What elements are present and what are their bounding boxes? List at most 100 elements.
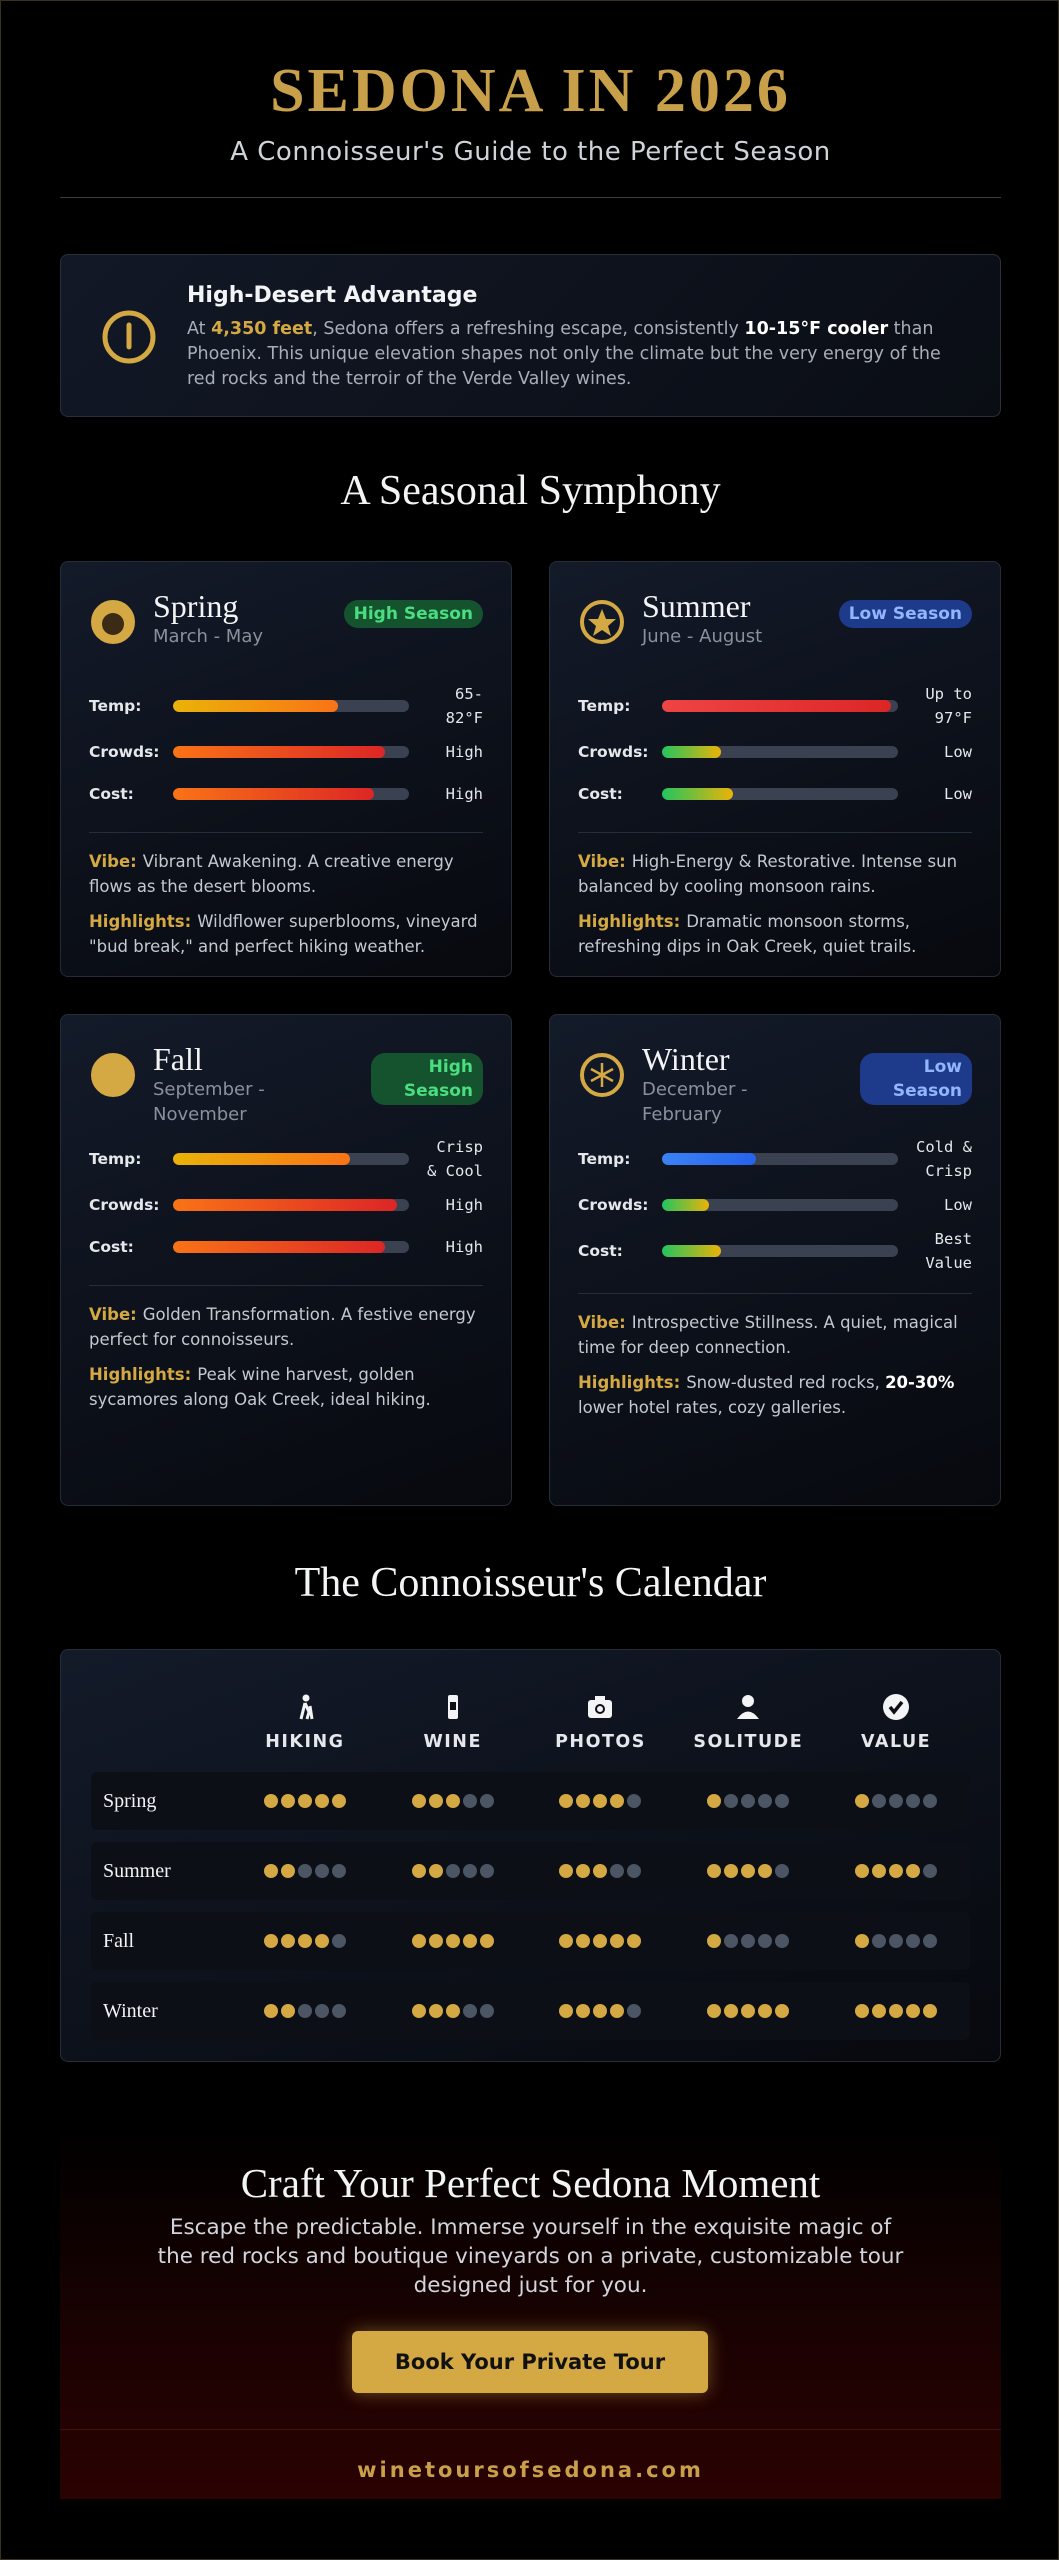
rating-dot [775,1864,790,1878]
name-block: Winter December - February [642,1041,844,1127]
metric-row: Crowds: High [89,1185,483,1225]
bar-fill [173,746,386,758]
rating-dot [479,1794,494,1808]
note-label: Highlights: [89,1365,192,1384]
rating-dot [707,1934,722,1948]
rating-dot [559,1864,574,1878]
card-header: Summer June - August Low Season [578,588,972,680]
rating-dot [428,2004,443,2018]
rating-dot [889,1864,904,1878]
bar-fill [662,700,891,712]
rating-dot [872,1934,887,1948]
card-header: Spring March - May High Season [89,588,483,680]
text-run: 10-15°F cooler [744,319,889,339]
rating-dot [462,1794,477,1808]
rating-dot [923,2004,938,2018]
column-label: WINE [423,1732,482,1752]
highlights-note: Highlights: Dramatic monsoon storms, refr… [578,909,972,959]
bar-track [662,746,898,758]
rating-dot [314,1864,329,1878]
rating-dot [297,1934,312,1948]
text-run: 20-30% [885,1373,955,1392]
rating-dot [889,1934,904,1948]
rating-dot [593,1934,608,1948]
rating-dot [906,1794,921,1808]
rating-dot [923,1864,938,1878]
rating-dot [724,2004,739,2018]
highlights-note: Highlights: Peak wine harvest, golden syc… [89,1362,483,1412]
bar-track [173,1241,409,1253]
rating-dot [889,2004,904,2018]
card-header: Winter December - February Low Season [578,1041,972,1133]
metric-row: Temp: Up to 97°F [578,682,972,730]
metric-row: Crowds: Low [578,732,972,772]
intro-box: High-Desert Advantage At 4,350 feet, Sed… [60,254,1001,417]
rating-dot [610,1794,625,1808]
rating-dot [331,1864,346,1878]
column-label: VALUE [861,1732,932,1752]
cta-title: Craft Your Perfect Sedona Moment [240,2160,821,2206]
card-header: Fall September - November High Season [89,1041,483,1133]
rating-dot [741,1934,756,1948]
text-run: Snow-dusted red rocks, [686,1373,886,1392]
row-label: Summer [103,1859,171,1882]
rating-dot [724,1864,739,1878]
note-label: Vibe: [578,1313,626,1332]
rating-dot [428,1934,443,1948]
rating-dot [923,1934,938,1948]
cta-section: Craft Your Perfect Sedona Moment Escape … [60,2125,1001,2499]
rating-dot [889,1794,904,1808]
rating-dot [593,1794,608,1808]
rating [379,1934,527,1948]
rating-dot [855,1864,870,1878]
rating [527,2004,675,2018]
book-button[interactable]: Book Your Private Tour [352,2331,708,2393]
note-label: Highlights: [578,912,681,931]
divider [60,2429,1001,2430]
vibe-note: Vibe: Introspective Stillness. A quiet, m… [578,1310,972,1360]
rating-dot [445,1794,460,1808]
metric-value: High [445,1196,483,1214]
rating-dot [411,2004,426,2018]
rating-dot [297,1794,312,1808]
metric-value: 65-82°F [445,685,483,727]
metric-value: Best Value [925,1230,972,1272]
metric-value: High [445,1238,483,1256]
text-run: High-Energy & Restorative. Intense sun b… [578,852,958,896]
intro-icon [102,310,156,364]
rating [674,2004,822,2018]
season-card: Spring March - May High Season Temp: 65-82°F… [60,561,512,977]
rating [822,1934,970,1948]
rating [674,1934,822,1948]
note-label: Highlights: [578,1373,681,1392]
rating-dot [627,1934,642,1948]
rating-dot [428,1794,443,1808]
rating [527,1864,675,1878]
text-run: lower hotel rates, cozy galleries. [578,1398,847,1417]
rating-dot [906,2004,921,2018]
bar-fill [662,746,721,758]
vibe-note: Vibe: High-Energy & Restorative. Intense … [578,849,972,899]
rating-dot [758,1864,773,1878]
season-name: Fall [153,1041,203,1077]
season-months: June - August [642,626,763,647]
metric-label: Temp: [89,1150,142,1168]
bar-fill [662,788,733,800]
rating-dot [462,1934,477,1948]
bar-track [173,746,409,758]
column-header: HIKING [231,1692,379,1752]
bar-fill [173,1199,398,1211]
note-label: Vibe: [578,852,626,871]
bar-track [173,1153,409,1165]
rating-dot [707,2004,722,2018]
bar-fill [662,1153,757,1165]
rating-dot [462,2004,477,2018]
column-label: HIKING [265,1732,345,1752]
column-icon [737,1695,760,1719]
text-run: Vibrant Awakening. A creative energy flo… [89,852,454,896]
rating-dot [724,1934,739,1948]
bar-track [662,788,898,800]
rating-dot [906,1934,921,1948]
rating-dot [280,2004,295,2018]
metric-value: High [445,785,483,803]
